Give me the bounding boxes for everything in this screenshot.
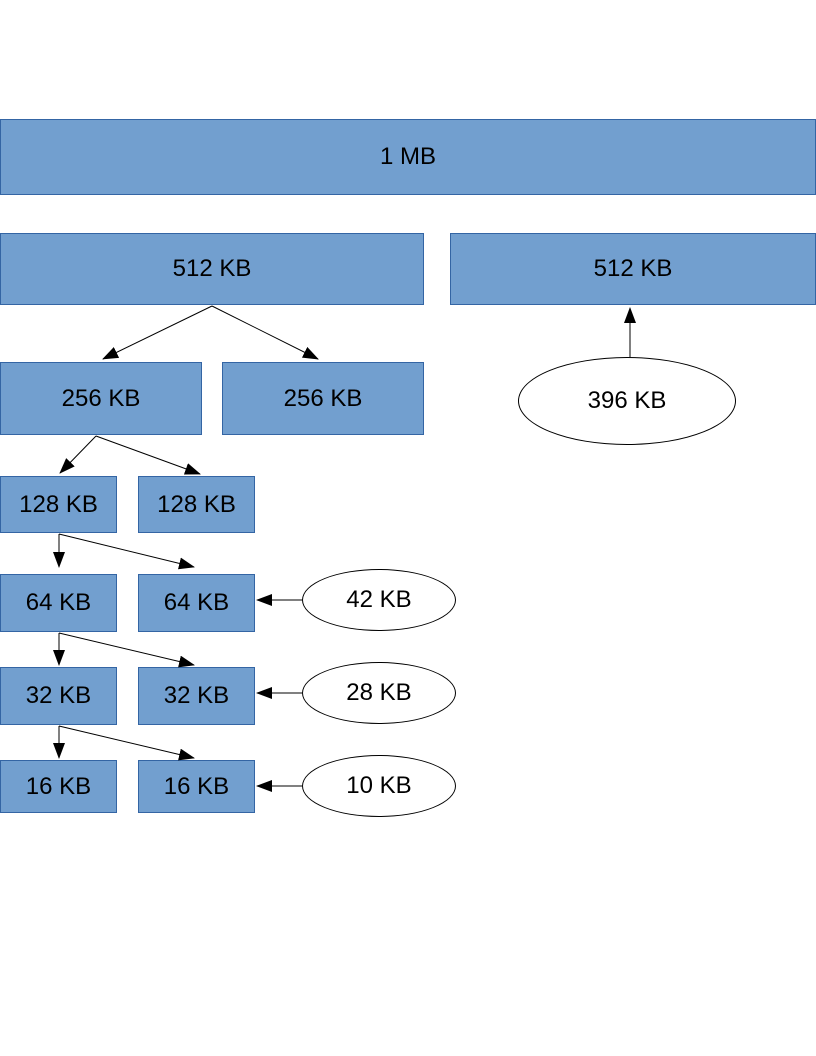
block-16kb-right-label: 16 KB — [163, 772, 230, 800]
request-42kb-label: 42 KB — [346, 586, 412, 613]
block-16kb-left: 16 KB — [0, 760, 117, 813]
request-10kb-label: 10 KB — [346, 772, 412, 799]
arrow-32-to-16-right — [58, 725, 195, 761]
block-512kb-left-label: 512 KB — [172, 255, 252, 282]
request-396kb: 396 KB — [518, 357, 736, 445]
block-512kb-right-label: 512 KB — [593, 255, 673, 282]
block-128kb-right: 128 KB — [138, 476, 255, 533]
arrow-512-to-256-right — [211, 305, 319, 360]
request-396kb-label: 396 KB — [587, 387, 667, 414]
block-64kb-left: 64 KB — [0, 574, 117, 632]
block-16kb-right: 16 KB — [138, 760, 255, 813]
request-28kb-label: 28 KB — [346, 679, 412, 706]
block-512kb-left: 512 KB — [0, 233, 424, 305]
block-256kb-left: 256 KB — [0, 362, 202, 435]
block-128kb-left-label: 128 KB — [19, 490, 98, 518]
block-128kb-right-label: 128 KB — [157, 490, 236, 518]
block-1mb-label: 1 MB — [379, 143, 436, 170]
block-256kb-right: 256 KB — [222, 362, 424, 435]
block-16kb-left-label: 16 KB — [25, 772, 92, 800]
request-10kb: 10 KB — [302, 755, 456, 817]
block-32kb-left-label: 32 KB — [25, 682, 92, 709]
arrow-256-to-128-left — [59, 435, 97, 474]
block-64kb-right: 64 KB — [138, 574, 255, 632]
block-1mb: 1 MB — [0, 119, 816, 195]
arrow-512-to-256-left — [102, 305, 213, 360]
block-512kb-right: 512 KB — [450, 233, 816, 305]
block-32kb-right: 32 KB — [138, 667, 255, 725]
block-256kb-right-label: 256 KB — [283, 384, 363, 412]
block-32kb-left: 32 KB — [0, 667, 117, 725]
arrow-64-to-32-right — [58, 632, 195, 668]
arrow-256-to-128-right — [95, 435, 201, 475]
request-42kb: 42 KB — [302, 569, 456, 631]
arrow-128-to-64-right — [58, 533, 195, 570]
request-28kb: 28 KB — [302, 662, 456, 724]
block-256kb-left-label: 256 KB — [61, 384, 141, 412]
block-32kb-right-label: 32 KB — [163, 682, 230, 709]
block-64kb-left-label: 64 KB — [25, 589, 92, 616]
block-64kb-right-label: 64 KB — [163, 589, 230, 616]
block-128kb-left: 128 KB — [0, 476, 117, 533]
